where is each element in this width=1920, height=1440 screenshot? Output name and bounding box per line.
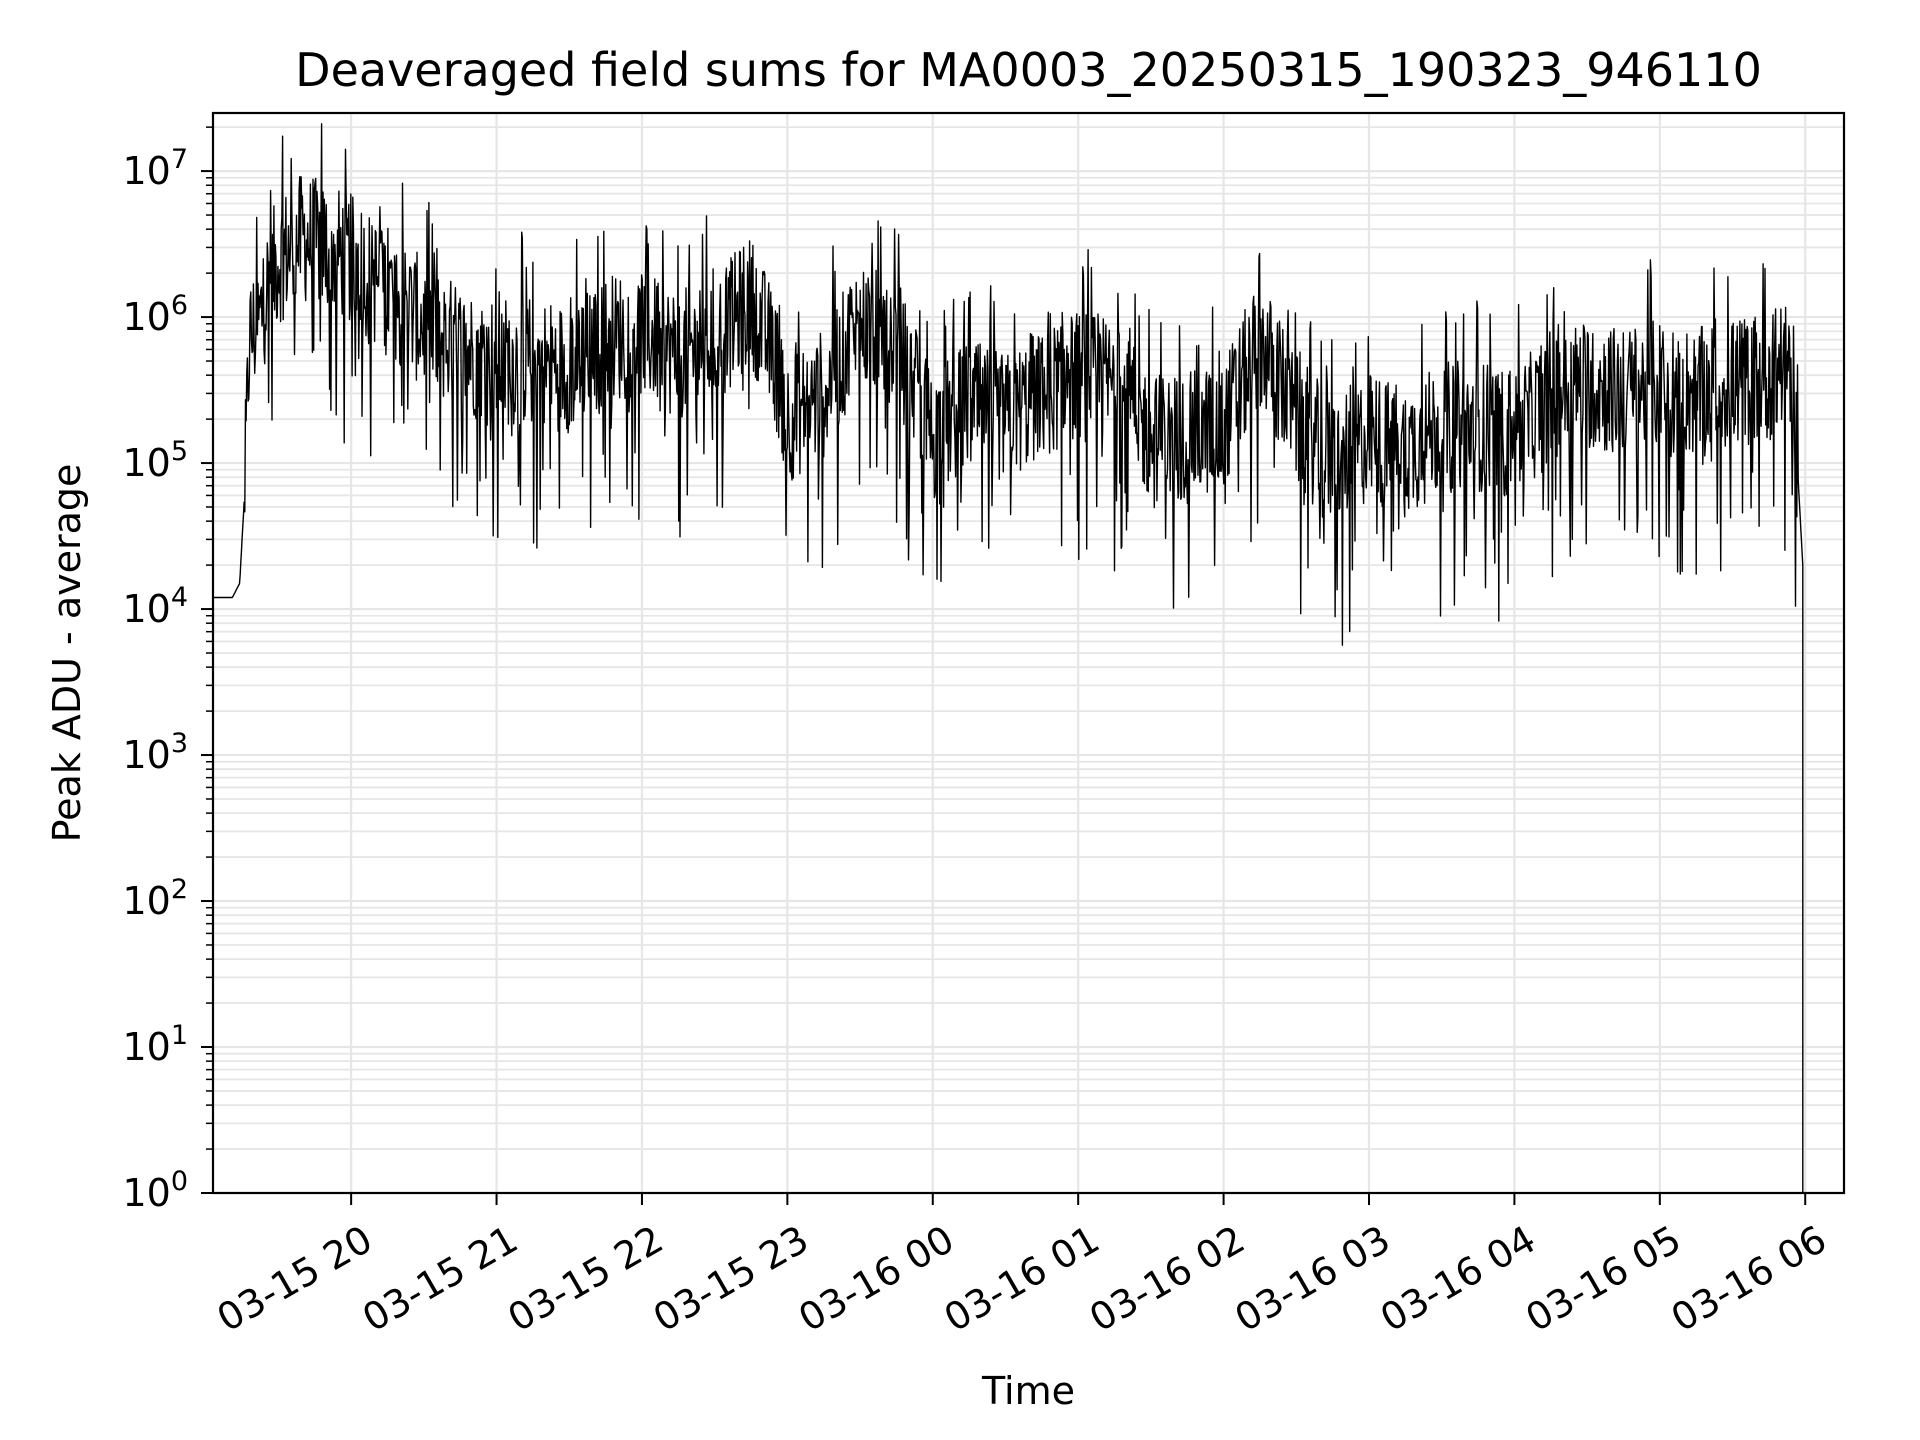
- x-tick-label: 03-15 22: [500, 1217, 670, 1341]
- y-tick-label: 102: [122, 874, 188, 923]
- x-tick-label: 03-16 01: [937, 1217, 1107, 1341]
- chart-title: Deaveraged field sums for MA0003_2025031…: [295, 43, 1762, 97]
- x-axis-label: Time: [981, 1369, 1075, 1413]
- x-tick-label: 03-15 21: [355, 1217, 525, 1341]
- x-tick-label: 03-16 03: [1228, 1217, 1398, 1341]
- y-tick-label: 104: [122, 582, 188, 631]
- x-tick-label: 03-16 04: [1373, 1217, 1543, 1341]
- y-tick-label: 103: [122, 728, 188, 777]
- y-tick-label: 101: [122, 1020, 188, 1069]
- x-tick-label: 03-15 20: [210, 1217, 380, 1341]
- x-tick-label: 03-15 23: [646, 1217, 816, 1341]
- y-tick-label: 100: [122, 1166, 188, 1215]
- y-axis-label: Peak ADU - average: [45, 464, 89, 843]
- y-tick-label: 107: [122, 144, 188, 193]
- x-tick-label: 03-16 02: [1082, 1217, 1252, 1341]
- x-tick-label: 03-16 06: [1664, 1217, 1834, 1341]
- x-tick-label: 03-16 05: [1518, 1217, 1688, 1341]
- series-line: [213, 123, 1804, 1193]
- series-path: [213, 123, 1804, 1193]
- grid-lines: [213, 113, 1844, 1195]
- y-tick-label: 106: [122, 290, 188, 339]
- x-tick-label: 03-16 00: [791, 1217, 961, 1341]
- y-tick-label: 105: [122, 436, 188, 485]
